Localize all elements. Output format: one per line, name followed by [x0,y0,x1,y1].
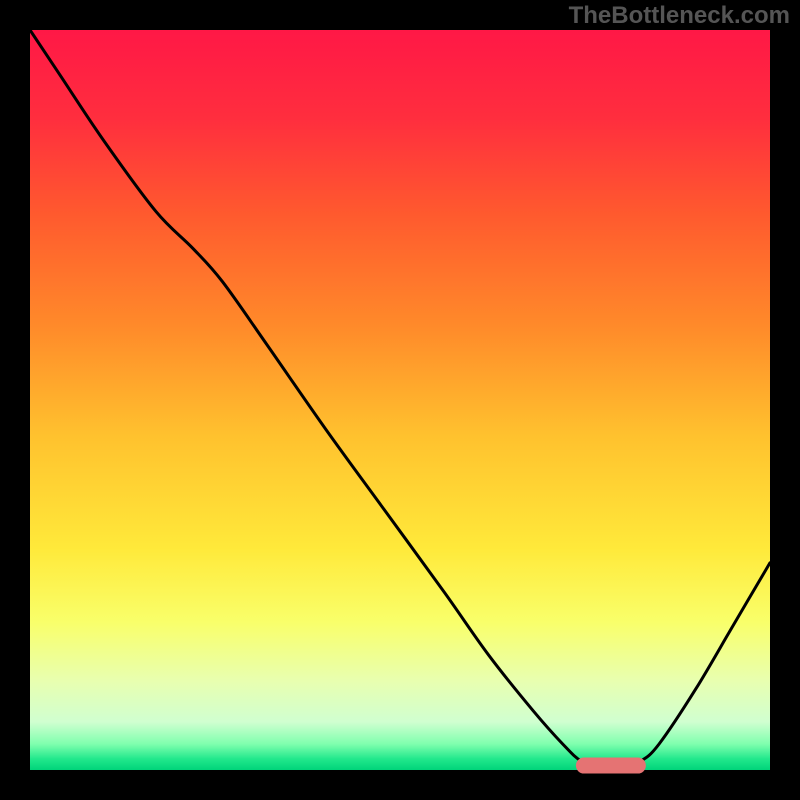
gradient-background [30,30,770,770]
chart-container: { "meta": { "width": 800, "height": 800,… [0,0,800,800]
optimum-marker [576,758,646,774]
bottleneck-chart [0,0,800,800]
